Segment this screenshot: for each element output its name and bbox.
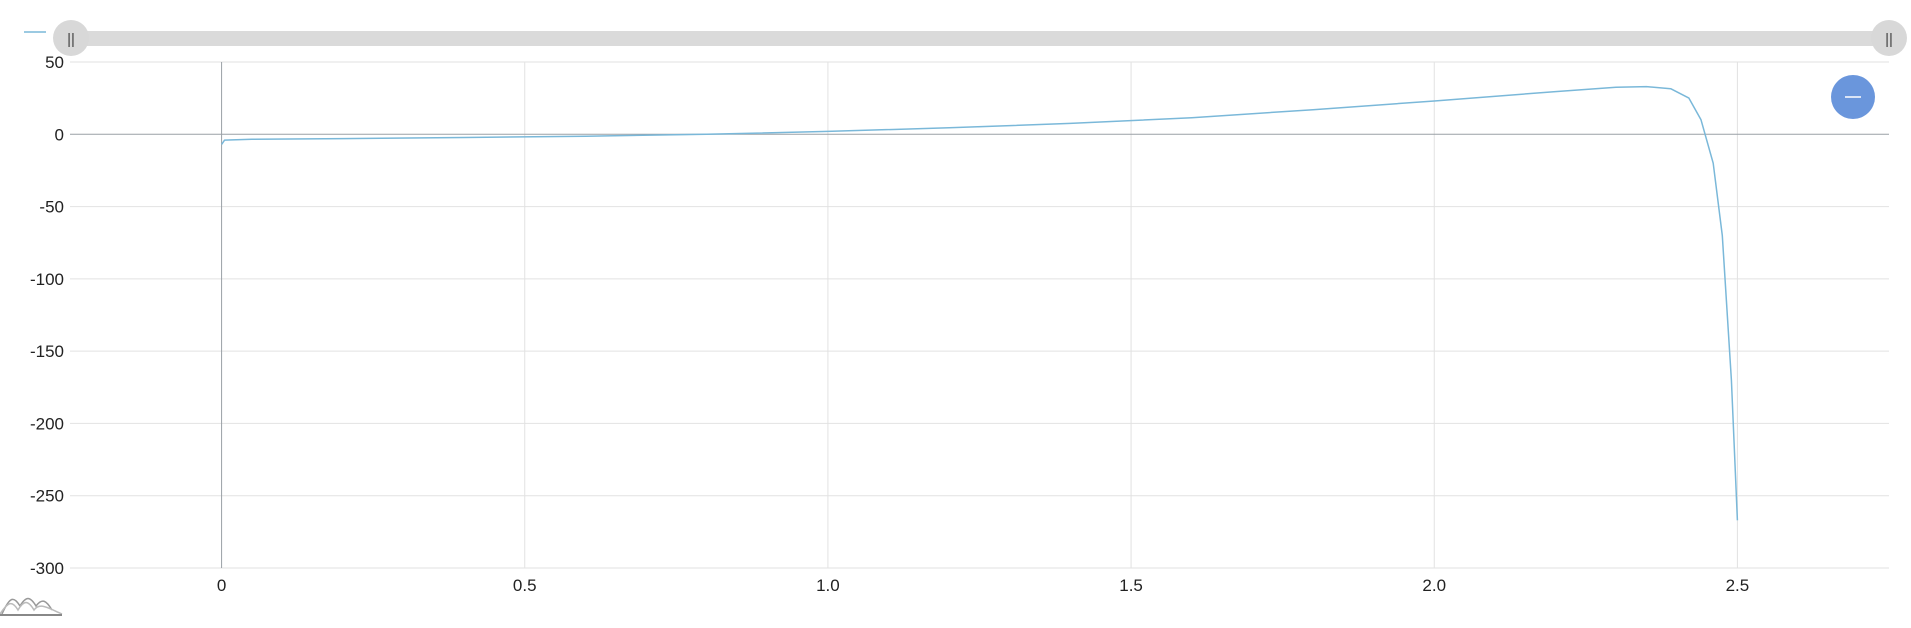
y-tick-label: -300 [30, 559, 64, 578]
series-layer [220, 85, 1739, 521]
scrollbar-left-grip-icon: || [67, 31, 75, 48]
scrollbar-right-grip-icon: || [1885, 31, 1893, 48]
x-tick-label: 1.5 [1119, 576, 1143, 595]
scrollbar-left-handle[interactable] [53, 20, 89, 56]
x-tick-label: 2.0 [1422, 576, 1446, 595]
x-tick-label: 0.5 [513, 576, 537, 595]
scrollbar-right-handle[interactable] [1871, 20, 1907, 56]
x-tick-label: 0 [217, 576, 226, 595]
y-tick-label: -150 [30, 342, 64, 361]
y-tick-label: -50 [39, 198, 64, 217]
y-tick-label: 50 [45, 53, 64, 72]
wave-logo-icon [0, 597, 63, 616]
y-tick-label: -200 [30, 414, 64, 433]
series-line [220, 85, 1739, 521]
x-tick-label: 2.5 [1726, 576, 1750, 595]
x-tick-label: 1.0 [816, 576, 840, 595]
y-tick-label: -100 [30, 270, 64, 289]
y-tick-label: 0 [55, 125, 64, 144]
scrollbar-track[interactable] [58, 31, 1889, 46]
tick-labels: 50 0 -50 -100 -150 -200 -250 -300 0 0.5 1.0 1.5 2.0 2… [30, 53, 1749, 595]
zoom-out-button[interactable] [1831, 75, 1875, 119]
y-tick-label: -250 [30, 487, 64, 506]
horizontal-scrollbar[interactable]: || || [53, 20, 1907, 56]
axes [70, 62, 1889, 568]
grid [70, 61, 1889, 569]
